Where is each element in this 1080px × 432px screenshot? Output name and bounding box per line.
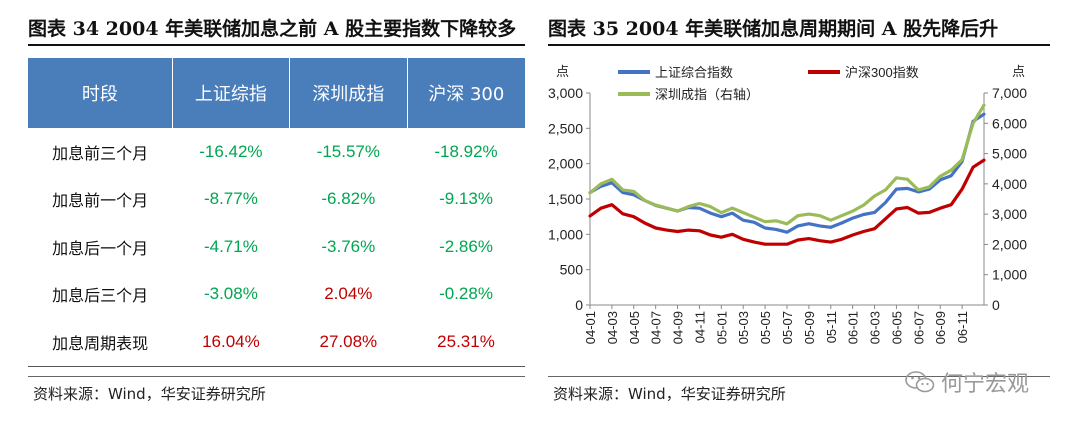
- table-cell: 2.04%: [324, 284, 373, 304]
- table-row: 加息后三个月 -3.08% 2.04% -0.28%: [28, 271, 525, 319]
- table-cell: -9.13%: [439, 189, 493, 209]
- x-tick-label: 05-01: [714, 311, 729, 344]
- x-tick-label: 04-01: [583, 311, 598, 344]
- right-tick-label: 1,000: [992, 267, 1027, 283]
- x-tick-label: 06-11: [955, 311, 970, 343]
- right-tick-label: 7,000: [992, 85, 1027, 101]
- table-cell: -16.42%: [199, 141, 263, 161]
- left-axis-unit: 点: [556, 64, 569, 79]
- left-tick-label: 1,000: [548, 226, 583, 242]
- table-cell: -3.08%: [203, 284, 258, 304]
- x-tick-label: 05-11: [824, 311, 839, 343]
- row-label: 加息周期表现: [28, 318, 173, 367]
- table-cell: -3.76%: [321, 236, 376, 256]
- right-title-rule: [548, 44, 1050, 46]
- left-title-rule: [28, 44, 525, 46]
- left-tick-label: 0: [575, 297, 583, 313]
- row-label: 加息前一个月: [52, 191, 149, 211]
- legend-label: 上证综合指数: [655, 65, 733, 80]
- index-change-table: 时段 上证综指 深圳成指 沪深 300 加息前三个月 -16.42% -15.5…: [28, 58, 525, 367]
- table-cell: -8.77%: [203, 189, 258, 209]
- x-tick-label: 04-11: [692, 311, 707, 343]
- table-cell: -15.57%: [316, 141, 380, 161]
- right-source-note: 资料来源：Wind，华安证券研究所: [553, 385, 786, 403]
- table-cell: -18.92%: [434, 141, 498, 161]
- watermark: 何宁宏观: [905, 366, 1029, 398]
- x-tick-label: 04-09: [671, 311, 686, 344]
- header-shenzhen: 深圳成指: [289, 58, 408, 128]
- row-label: 加息后一个月: [52, 238, 149, 258]
- right-tick-label: 4,000: [992, 176, 1027, 192]
- legend-label: 沪深300指数: [845, 65, 919, 80]
- x-tick-label: 06-01: [846, 311, 861, 344]
- watermark-text: 何宁宏观: [941, 372, 1030, 397]
- line-chart: 0 500 1,000 1,500 2,000 2,500 3,000 0 1,000 2,000…: [548, 64, 1027, 344]
- table-row: 加息后一个月 -4.71% -3.76% -2.86%: [28, 223, 525, 271]
- x-tick-label: 04-03: [605, 311, 620, 344]
- row-label: 加息后三个月: [52, 286, 149, 306]
- table-cell: 25.31%: [407, 318, 525, 367]
- legend-label: 深圳成指（右轴）: [655, 87, 759, 102]
- right-figure-title: 图表 35 2004 年美联储加息周期期间 A 股先降后升: [548, 18, 999, 40]
- x-tick-label: 06-03: [868, 311, 883, 344]
- x-tick-label: 04-05: [627, 311, 642, 344]
- x-tick-label: 05-09: [802, 311, 817, 344]
- right-tick-label: 0: [992, 297, 1000, 313]
- series-line-0: [588, 112, 986, 234]
- table-cell: -0.28%: [439, 284, 493, 304]
- right-tick-label: 3,000: [992, 206, 1027, 222]
- series-line-2: [588, 103, 986, 226]
- x-tick-label: 06-07: [911, 311, 926, 344]
- table-cell: -6.82%: [321, 189, 376, 209]
- header-csi300: 沪深 300: [407, 58, 525, 128]
- right-tick-label: 6,000: [992, 115, 1027, 131]
- series-line-1: [588, 158, 986, 246]
- left-source-rule: [28, 376, 525, 377]
- right-source-rule: [548, 376, 1050, 377]
- wechat-icon: [905, 371, 935, 393]
- left-tick-label: 500: [560, 262, 584, 278]
- table-cell: -2.86%: [439, 236, 493, 256]
- left-tick-label: 2,500: [548, 120, 583, 136]
- left-tick-label: 3,000: [548, 85, 583, 101]
- right-axis-unit: 点: [1012, 64, 1025, 79]
- table-header-row: 时段 上证综指 深圳成指 沪深 300: [28, 58, 525, 128]
- x-tick-label: 05-03: [736, 311, 751, 344]
- left-tick-label: 1,500: [548, 191, 583, 207]
- right-tick-label: 2,000: [992, 236, 1027, 252]
- table-row: 加息前一个月 -8.77% -6.82% -9.13%: [28, 176, 525, 224]
- left-source-note: 资料来源：Wind，华安证券研究所: [33, 385, 266, 403]
- left-tick-label: 2,000: [548, 156, 583, 172]
- x-tick-label: 05-05: [758, 311, 773, 344]
- right-tick-label: 5,000: [992, 146, 1027, 162]
- x-tick-label: 06-09: [933, 311, 948, 344]
- x-tick-label: 06-05: [889, 311, 904, 344]
- left-figure-title: 图表 34 2004 年美联储加息之前 A 股主要指数下降较多: [28, 18, 517, 40]
- header-period: 时段: [28, 58, 173, 128]
- x-tick-label: 04-07: [649, 311, 664, 344]
- table-row: 加息周期表现 16.04% 27.08% 25.31%: [28, 318, 525, 367]
- header-shanghai: 上证综指: [172, 58, 291, 128]
- x-tick-label: 05-07: [780, 311, 795, 344]
- row-label: 加息前三个月: [52, 143, 149, 163]
- table-row: 加息前三个月 -16.42% -15.57% -18.92%: [28, 128, 525, 176]
- table-cell: -4.71%: [203, 236, 258, 256]
- table-cell: 16.04%: [172, 318, 290, 367]
- table-cell: 27.08%: [289, 318, 408, 367]
